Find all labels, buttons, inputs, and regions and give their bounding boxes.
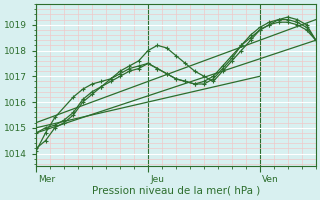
Text: Mer: Mer bbox=[38, 175, 56, 184]
Text: Ven: Ven bbox=[262, 175, 279, 184]
Text: Jeu: Jeu bbox=[150, 175, 164, 184]
X-axis label: Pression niveau de la mer( hPa ): Pression niveau de la mer( hPa ) bbox=[92, 186, 260, 196]
